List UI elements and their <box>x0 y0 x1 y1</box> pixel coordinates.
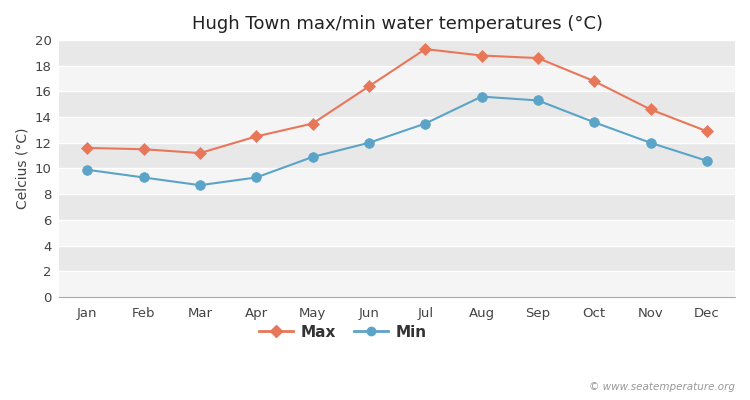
Max <box>590 79 598 84</box>
Min <box>364 140 374 145</box>
Bar <box>59 194 735 220</box>
Max <box>308 121 317 126</box>
Bar <box>59 143 735 168</box>
Bar <box>59 40 735 66</box>
Max <box>533 56 542 60</box>
Legend: Max, Min: Max, Min <box>254 318 433 346</box>
Bar <box>59 168 735 194</box>
Max <box>364 84 374 89</box>
Min <box>533 98 542 103</box>
Min <box>477 94 486 99</box>
Max <box>196 151 205 156</box>
Min <box>140 175 148 180</box>
Bar <box>59 92 735 117</box>
Line: Max: Max <box>83 45 711 157</box>
Max <box>702 129 711 134</box>
Min <box>308 154 317 159</box>
Min <box>196 183 205 188</box>
Min <box>82 167 92 172</box>
Max <box>140 147 148 152</box>
Max <box>421 47 430 52</box>
Bar <box>59 246 735 271</box>
Y-axis label: Celcius (°C): Celcius (°C) <box>15 128 29 209</box>
Bar <box>59 220 735 246</box>
Min <box>421 121 430 126</box>
Min <box>702 158 711 163</box>
Max <box>82 146 92 150</box>
Max <box>252 134 261 139</box>
Bar <box>59 66 735 92</box>
Text: © www.seatemperature.org: © www.seatemperature.org <box>589 382 735 392</box>
Max <box>646 107 655 112</box>
Line: Min: Min <box>82 92 712 190</box>
Bar <box>59 271 735 297</box>
Min <box>252 175 261 180</box>
Min <box>590 120 598 125</box>
Bar <box>59 117 735 143</box>
Min <box>646 140 655 145</box>
Title: Hugh Town max/min water temperatures (°C): Hugh Town max/min water temperatures (°C… <box>191 15 602 33</box>
Max <box>477 53 486 58</box>
